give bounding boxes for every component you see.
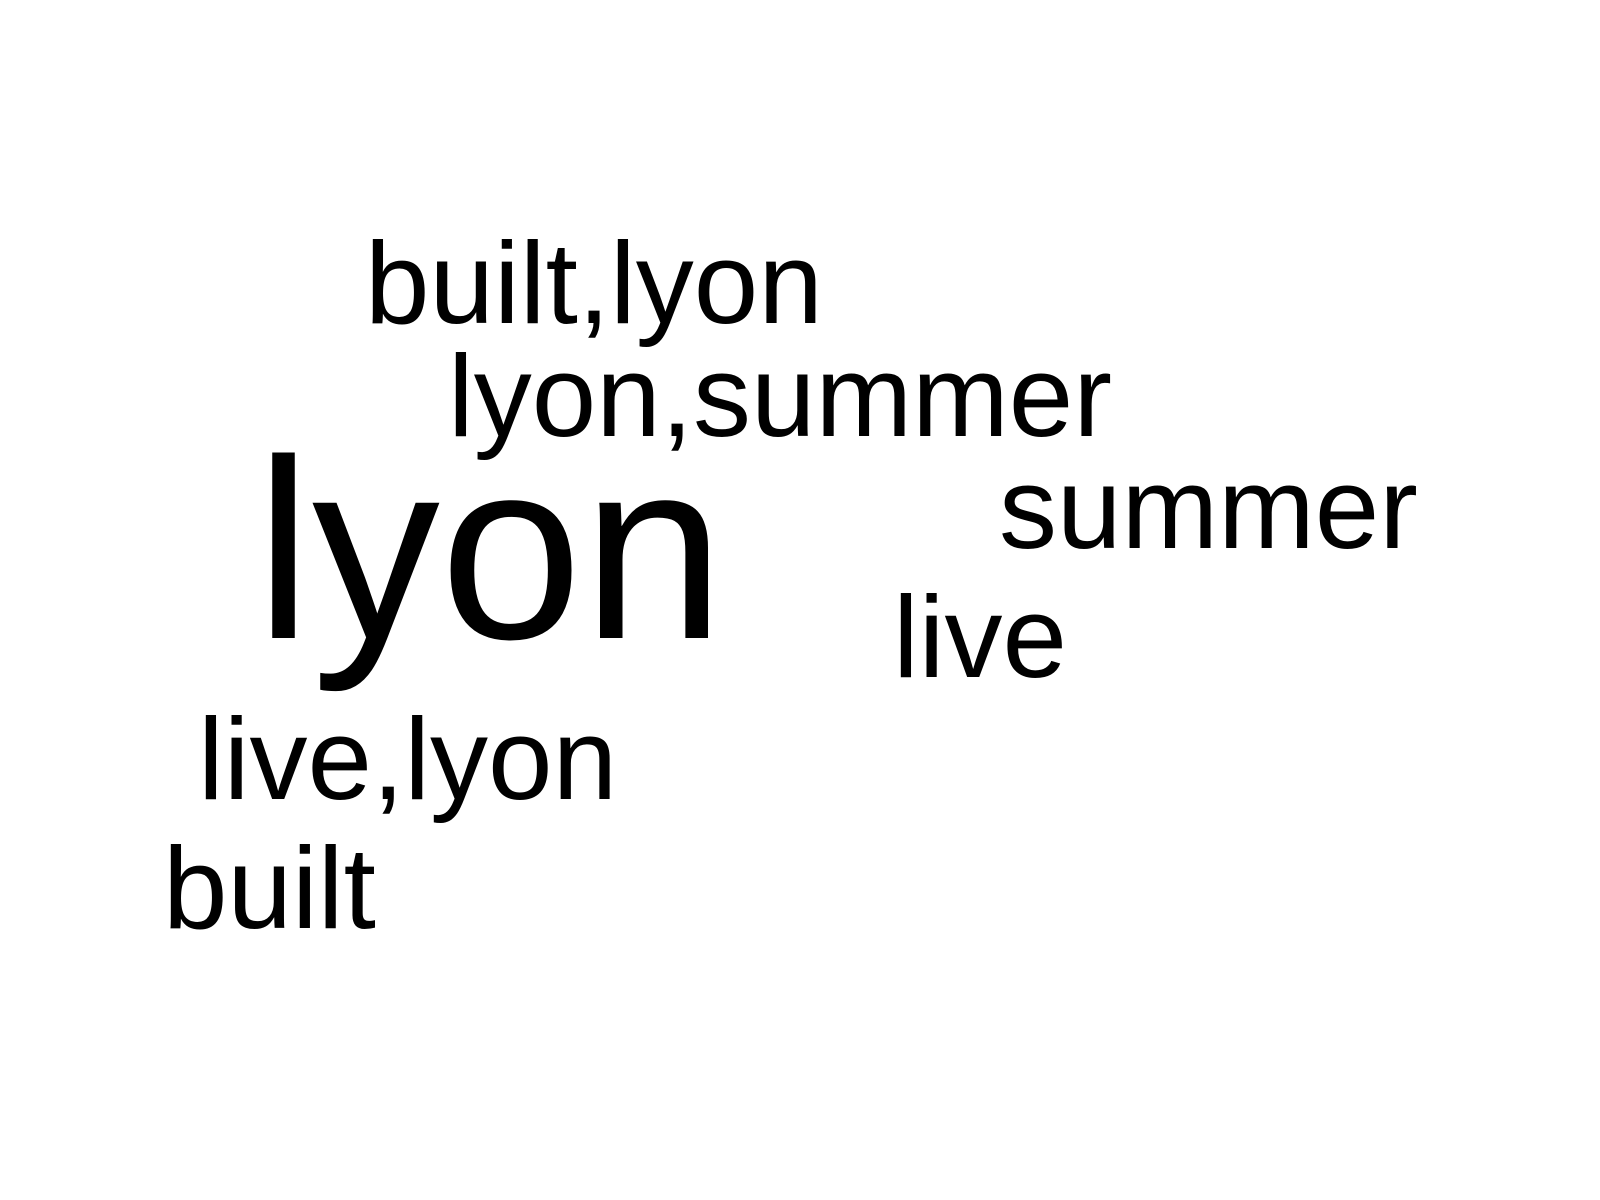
word-lyon: lyon bbox=[255, 407, 725, 693]
word-built: built bbox=[163, 823, 376, 953]
word-live: live bbox=[893, 572, 1068, 702]
word-lyon-summer: lyon,summer bbox=[448, 331, 1112, 461]
word-live-lyon: live,lyon bbox=[198, 694, 618, 824]
word-summer: summer bbox=[999, 443, 1418, 573]
word-built-lyon: built,lyon bbox=[365, 218, 823, 348]
